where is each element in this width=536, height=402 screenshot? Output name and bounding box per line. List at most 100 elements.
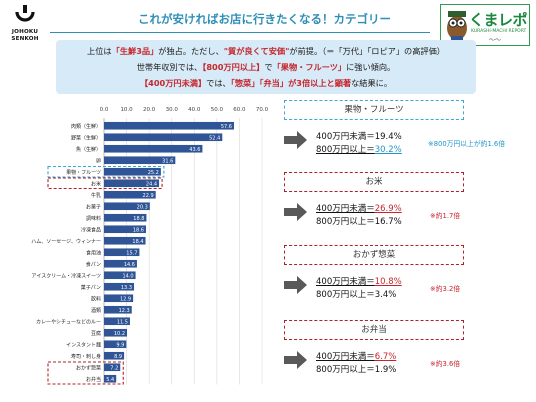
bar-chart: 0.0 10.0 20.0 30.0 40.0 50.0 60.0 70.0 肉類（生鮮） 57.… — [30, 98, 270, 400]
bar — [104, 328, 128, 337]
bar — [104, 294, 134, 303]
company-logo-text: JOHOKU SENKOH — [11, 29, 39, 42]
category-label: 卵 — [96, 157, 101, 164]
bar — [104, 305, 132, 314]
summary-segment: 上位は — [87, 46, 112, 56]
highlight-frame-blue — [47, 165, 165, 178]
mascot-icon — [447, 11, 467, 41]
callout-category-label: お弁当 — [284, 320, 464, 340]
summary-segment: が前提。（＝「万代」「ロピア」の高評価） — [289, 46, 445, 56]
category-label: 牛乳 — [91, 192, 101, 199]
arrow-right-icon — [284, 203, 307, 221]
category-label: おかず惣菜 — [76, 364, 101, 371]
data-label: 18.8 — [133, 216, 144, 222]
summary-segment: な結果に。 — [351, 78, 393, 88]
data-label: 25.2 — [148, 170, 159, 176]
bar — [104, 248, 140, 257]
bar — [104, 167, 161, 176]
summary-segment: で — [264, 62, 273, 72]
x-tick-label: 0.0 — [100, 107, 109, 113]
ratio-note: ※約3.6倍 — [430, 360, 461, 368]
x-tick-label: 20.0 — [143, 107, 156, 113]
summary-line-1: 上位は「生鮮3品」が独占。ただし、"質が良くて安価"が前提。（＝「万代」「ロピア… — [56, 45, 476, 57]
bar — [104, 351, 125, 360]
category-label: 菓子パン — [81, 284, 101, 291]
summary-box: 上位は「生鮮3品」が独占。ただし、"質が良くて安価"が前提。（＝「万代」「ロピア… — [56, 40, 476, 94]
ratio-note: ※約3.2倍 — [430, 285, 461, 293]
category-label: 食用油 — [86, 249, 101, 256]
data-label: 31.6 — [162, 158, 173, 164]
bar — [104, 121, 235, 130]
callout-category-label: おかず惣菜 — [284, 245, 464, 265]
data-label: 52.4 — [209, 135, 220, 141]
category-label: 豆腐 — [91, 330, 101, 337]
x-tick-label: 50.0 — [211, 107, 224, 113]
summary-segment: "質が良くて安価" — [223, 46, 290, 56]
stat-over-800: 800万円以上＝1.9% — [316, 365, 397, 375]
callout-category-label: お米 — [284, 172, 464, 192]
bar — [104, 271, 136, 280]
summary-segment: 世帯年収別では、 — [136, 62, 203, 72]
partner-logo-swoosh: 〜〜 — [489, 37, 502, 44]
title-divider — [50, 32, 430, 33]
arrow-right-icon — [284, 351, 307, 369]
stat-over-800: 800万円以上＝3.4% — [316, 290, 397, 300]
summary-segment: 「果物・フルーツ」 — [272, 62, 347, 72]
data-label: 18.6 — [133, 227, 144, 233]
stat-under-400: 400万円未満＝10.8% — [316, 277, 402, 287]
bar — [104, 225, 146, 234]
stat-under-400: 400万円未満＝26.9% — [316, 204, 402, 214]
highlight-frame-red — [47, 361, 124, 385]
bar — [104, 202, 150, 211]
partner-logo-sub: KURASHI-MACHI REPORT — [471, 29, 527, 34]
bar-chart-svg: 0.0 10.0 20.0 30.0 40.0 50.0 60.0 70.0 肉類（生鮮） 57.… — [31, 107, 269, 385]
category-label: お米 — [91, 180, 101, 187]
category-label: 寿司・刺し身 — [71, 353, 101, 360]
bar — [104, 213, 147, 222]
slide-title: これが安ければお店に行きたくなる！カテゴリー — [138, 12, 391, 26]
summary-segment: 【800万円以上】 — [202, 62, 265, 72]
bar — [104, 374, 117, 383]
data-label: 10.2 — [114, 331, 125, 337]
arrow-right-icon — [284, 131, 307, 149]
bar — [104, 236, 146, 245]
data-label: 18.4 — [132, 239, 143, 245]
summary-segment: では、 — [206, 78, 231, 88]
x-tick-label: 60.0 — [233, 107, 246, 113]
category-label: ハム、ソーセージ、ウィンナー — [31, 238, 101, 245]
data-label: 12.3 — [119, 308, 130, 314]
category-label: 魚（生鮮） — [76, 146, 101, 153]
data-label: 24.4 — [146, 181, 157, 187]
x-tick-label: 30.0 — [166, 107, 179, 113]
bar — [104, 340, 127, 349]
category-label: 野菜（生鮮） — [71, 134, 101, 141]
bar — [104, 317, 130, 326]
bar — [104, 144, 203, 153]
category-label: お菓子 — [86, 203, 101, 210]
partner-logo-word: くまレポ — [469, 11, 528, 29]
data-label: 15.7 — [126, 250, 137, 256]
data-label: 13.3 — [121, 285, 132, 291]
category-label: 酒類 — [91, 307, 101, 314]
bar — [104, 282, 135, 291]
stat-under-400: 400万円未満＝6.7% — [316, 352, 397, 362]
summary-segment: 「生鮮3品」 — [111, 46, 159, 56]
data-label: 14.0 — [122, 273, 133, 279]
stat-over-800: 800万円以上＝16.7% — [316, 217, 402, 227]
bar — [104, 363, 121, 372]
data-label: 57.6 — [221, 124, 232, 130]
category-label: 調味料 — [86, 215, 101, 222]
summary-line-3: 【400万円未満】では、「惣菜」「弁当」が3倍以上と顕著な結果に。 — [56, 77, 476, 89]
x-tick-label: 10.0 — [120, 107, 133, 113]
bar — [104, 179, 160, 188]
summary-segment: 「惣菜」「弁当」 — [230, 78, 289, 88]
category-label: 果物・フルーツ — [66, 169, 101, 176]
category-label: アイスクリーム・冷凍スイーツ — [31, 272, 101, 279]
callout-category-label: 果物・フルーツ — [284, 100, 464, 120]
stat-under-400: 400万円未満＝19.4% — [316, 132, 402, 142]
summary-segment: が3倍以上と顕著 — [288, 78, 352, 88]
category-label: カレーやシチューなどのルー — [36, 318, 101, 325]
summary-line-2: 世帯年収別では、【800万円以上】で「果物・フルーツ」に強い傾向。 — [56, 61, 476, 73]
stat-over-800: 800万円以上＝30.2% — [316, 145, 402, 155]
summary-segment: 【400万円未満】 — [139, 78, 207, 88]
